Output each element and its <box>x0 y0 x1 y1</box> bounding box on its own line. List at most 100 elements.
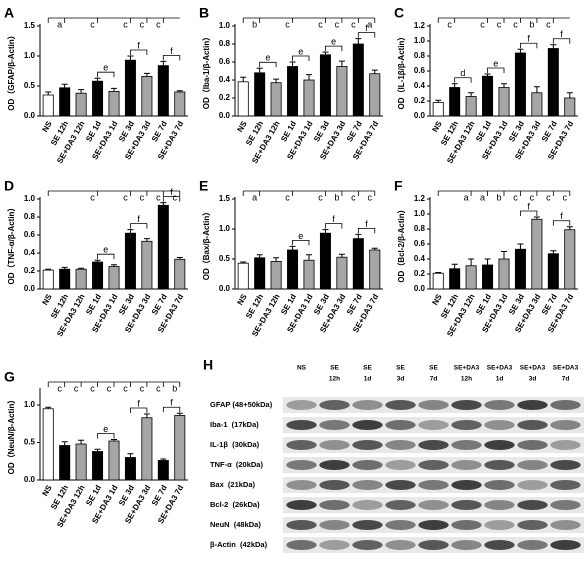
panel-label: E <box>199 178 208 194</box>
bar <box>174 258 186 290</box>
significance-letter: a <box>252 192 257 202</box>
blot-band <box>550 420 581 430</box>
bar <box>42 408 54 481</box>
blot-band <box>517 400 548 410</box>
error-bar <box>94 77 101 82</box>
blot-band <box>550 540 581 550</box>
error-bar <box>143 72 150 77</box>
pair-bracket <box>552 220 571 226</box>
pair-bracket <box>357 228 376 234</box>
error-bar <box>566 226 573 230</box>
error-bar <box>289 245 296 250</box>
pair-bracket <box>552 38 571 44</box>
y-tick-label: 0.8 <box>414 224 426 233</box>
error-bar <box>355 233 362 239</box>
error-bar <box>533 216 540 220</box>
bar <box>564 229 576 290</box>
blot-band <box>484 520 515 530</box>
y-tick-label: 1.0 <box>219 224 231 233</box>
blot-band <box>319 420 350 430</box>
error-bar <box>501 83 507 88</box>
bar <box>303 79 315 117</box>
pair-label: f <box>170 46 173 56</box>
x-tick-label: NS <box>235 292 249 307</box>
blot-band <box>352 540 383 550</box>
bar <box>174 91 186 117</box>
error-bar <box>160 458 167 461</box>
significance-letter: c <box>368 192 373 202</box>
y-tick-label: 0.2 <box>414 269 426 278</box>
y-tick-label: 1.0 <box>24 400 36 409</box>
y-tick-label: 0.4 <box>24 248 36 257</box>
error-bar <box>338 60 345 67</box>
error-bar <box>566 92 573 98</box>
x-tick-label: NS <box>40 119 54 134</box>
lane-label: 7d <box>562 376 570 383</box>
bar <box>124 457 136 481</box>
error-bar <box>484 258 491 265</box>
blot-band <box>484 440 515 450</box>
significance-letter: c <box>513 192 518 202</box>
x-tick-label: NS <box>235 119 249 134</box>
blot-band <box>319 400 350 410</box>
blot-row-label: GFAP (48+50kDa) <box>210 400 273 409</box>
error-bar <box>273 78 280 83</box>
blot-band <box>517 460 548 470</box>
pair-label: e <box>103 63 108 73</box>
pair-bracket <box>130 407 148 413</box>
blot-band <box>550 460 581 470</box>
blot-band <box>319 480 350 490</box>
bar <box>75 443 87 481</box>
pair-label: f <box>365 23 368 33</box>
lane-label: 3d <box>397 376 405 383</box>
bar <box>42 269 54 290</box>
lane-label: SE <box>330 365 339 372</box>
bar <box>59 87 71 117</box>
pair-bracket <box>292 55 310 61</box>
error-bar <box>176 257 183 260</box>
blot-band <box>418 460 449 470</box>
lane-label: 12h <box>329 376 340 383</box>
bar <box>92 80 104 117</box>
y-tick-label: 0.0 <box>24 475 36 484</box>
bar <box>547 253 559 290</box>
error-bar <box>550 44 557 49</box>
pair-label: f <box>170 187 173 197</box>
error-bar <box>355 38 362 44</box>
significance-letter: c <box>156 383 161 393</box>
blot-row-label: TNF-α (20kDa) <box>210 460 263 469</box>
blot-band <box>385 420 416 430</box>
lane-label: 12h <box>461 376 472 383</box>
bar <box>432 272 444 290</box>
error-bar <box>78 439 85 444</box>
significance-letter: a <box>464 192 469 202</box>
blot-band <box>385 520 416 530</box>
blot-band <box>451 520 482 530</box>
bar <box>498 87 510 117</box>
blot-band <box>484 500 515 510</box>
blot-band <box>451 540 482 550</box>
blot-band <box>286 420 317 430</box>
y-tick-label: 0.5 <box>24 81 36 90</box>
error-bar <box>468 258 475 266</box>
significance-letter: c <box>90 192 95 202</box>
lane-label: SE+DA3 <box>520 365 546 372</box>
pair-label: d <box>460 68 465 78</box>
bar <box>449 87 461 117</box>
bar <box>369 249 381 290</box>
pair-label: e <box>298 46 303 56</box>
bar <box>319 232 331 290</box>
significance-letter: c <box>318 192 323 202</box>
pair-label: e <box>331 36 336 46</box>
pair-label: f <box>560 29 563 39</box>
significance-letter: b <box>529 19 534 29</box>
error-bar <box>501 251 507 259</box>
y-tick-label: 0.4 <box>219 75 231 84</box>
blot-band <box>418 440 449 450</box>
error-bar <box>322 51 329 55</box>
bar <box>124 232 136 290</box>
significance-letter: b <box>334 192 339 202</box>
significance-letter: c <box>546 19 551 29</box>
y-axis-label: OD（NeuN/β-Actin） <box>6 396 16 475</box>
blot-row-label: Iba-1 (17kDa) <box>210 420 259 429</box>
